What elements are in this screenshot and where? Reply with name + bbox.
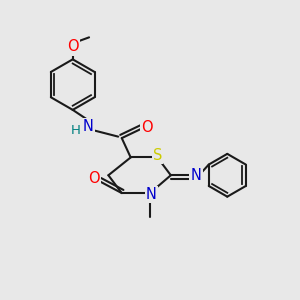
Text: S: S <box>153 148 162 163</box>
Text: O: O <box>67 39 79 54</box>
Text: N: N <box>146 187 157 202</box>
Text: N: N <box>83 119 94 134</box>
Text: O: O <box>141 120 153 135</box>
Text: N: N <box>190 168 202 183</box>
Text: H: H <box>71 124 81 137</box>
Text: O: O <box>88 171 100 186</box>
